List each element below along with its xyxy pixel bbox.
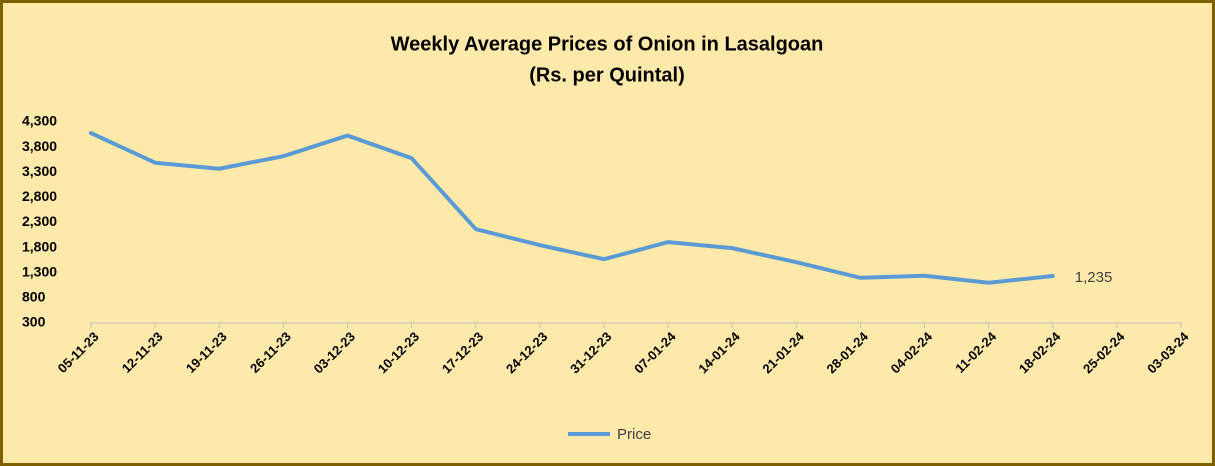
y-tick-label: 2,800	[22, 188, 57, 204]
chart-title: Weekly Average Prices of Onion in Lasalg…	[391, 33, 824, 55]
y-tick-label: 1,800	[22, 238, 57, 254]
y-tick-label: 3,300	[22, 163, 57, 179]
price-line	[89, 131, 1055, 285]
y-tick-label: 300	[22, 314, 46, 330]
data-label: 1,235	[1075, 269, 1113, 286]
y-tick-label: 800	[22, 289, 46, 305]
chart-subtitle: (Rs. per Quintal)	[529, 64, 685, 86]
legend-label: Price	[617, 426, 651, 443]
y-tick-label: 3,800	[22, 138, 57, 154]
y-tick-label: 2,300	[22, 213, 57, 229]
y-tick-label: 1,300	[22, 263, 57, 279]
y-tick-label: 4,300	[22, 113, 57, 129]
